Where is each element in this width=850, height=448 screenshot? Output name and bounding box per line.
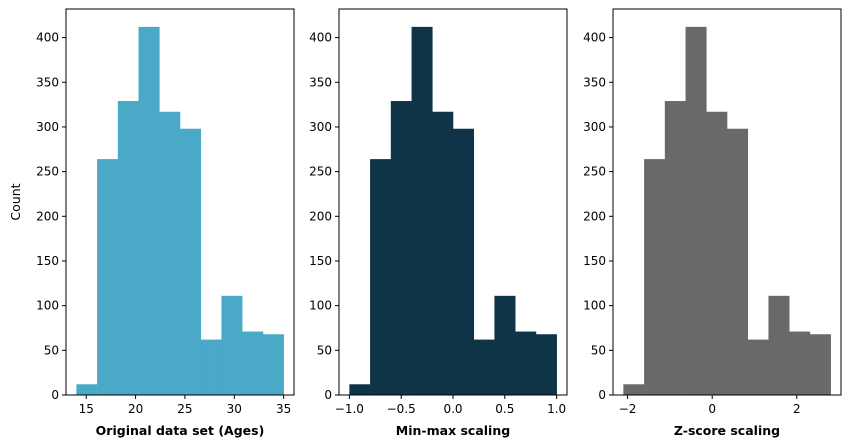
y-tick-label: 200 (583, 209, 606, 223)
histogram-bar (535, 334, 557, 395)
y-tick-label: 50 (44, 343, 59, 357)
histogram-bar (664, 101, 686, 395)
x-axis-title: Z-score scaling (674, 423, 780, 438)
histogram-bar (809, 334, 831, 395)
y-tick-label: 350 (36, 75, 59, 89)
x-tick-label: 35 (276, 402, 291, 416)
histogram-bar (262, 334, 284, 395)
y-tick-label: 150 (583, 254, 606, 268)
x-tick-label: 15 (79, 402, 94, 416)
x-tick-label: 20 (128, 402, 143, 416)
histogram-bar (349, 384, 371, 395)
x-tick-label: 0.5 (495, 402, 514, 416)
y-tick-label: 0 (324, 388, 332, 402)
x-tick-label: 2 (793, 402, 801, 416)
histogram-bar (623, 384, 645, 395)
x-tick-label: −0.5 (387, 402, 416, 416)
y-tick-label: 300 (583, 120, 606, 134)
histogram-panel-2: 0 50 100 150 200 250 300 350 400 −1.0 −0.5 0.0 0.5 1.… (309, 8, 568, 438)
histogram-bar (494, 295, 516, 395)
histogram-bar (747, 339, 769, 395)
histogram-bar (768, 295, 790, 395)
histogram-bar (727, 128, 749, 396)
y-tick-label: 350 (309, 75, 332, 89)
y-tick-label: 400 (583, 31, 606, 45)
y-tick-label: 250 (36, 165, 59, 179)
axes-frame (65, 8, 295, 396)
y-tick-label: 300 (309, 120, 332, 134)
histogram-bar (685, 26, 707, 396)
histogram-bar (221, 295, 243, 395)
x-tick-label: 0.0 (443, 402, 462, 416)
y-tick-label: 150 (309, 254, 332, 268)
histogram-bar (242, 331, 264, 395)
histogram-bar (200, 339, 222, 395)
y-tick-label: 0 (51, 388, 59, 402)
x-axis-title: Original data set (Ages) (96, 423, 265, 438)
x-axis-title: Min-max scaling (396, 423, 510, 438)
x-tick-label: 0 (708, 402, 716, 416)
y-tick-label: 150 (36, 254, 59, 268)
histogram-bar (180, 128, 202, 396)
y-tick-label: 100 (583, 299, 606, 313)
histogram-bar (97, 159, 119, 395)
histogram-bar (706, 111, 728, 395)
histogram-bar (411, 26, 433, 396)
histogram-bar (453, 128, 475, 396)
histogram-bar (432, 111, 454, 395)
y-tick-label: 100 (36, 299, 59, 313)
histogram-bar (138, 26, 160, 396)
histogram-bar (117, 101, 139, 395)
histogram-panel-1: 0 50 100 150 200 250 300 350 400 15 20 25 30 35 Origin… (8, 8, 295, 438)
y-tick-label: 300 (36, 120, 59, 134)
histogram-bar (473, 339, 495, 395)
histogram-bar (159, 111, 181, 395)
x-tick-label: 25 (177, 402, 192, 416)
x-tick-label: 1.0 (547, 402, 566, 416)
histogram-panel-3: 0 50 100 150 200 250 300 350 400 −2 0 2 Z-score scal… (583, 8, 842, 438)
y-tick-label: 50 (317, 343, 332, 357)
y-tick-label: 400 (309, 31, 332, 45)
axes-frame (612, 8, 842, 396)
y-tick-label: 50 (591, 343, 606, 357)
y-tick-label: 250 (309, 165, 332, 179)
y-axis-title: Count (8, 183, 23, 220)
x-tick-label: 30 (227, 402, 242, 416)
histogram-bar (644, 159, 666, 395)
y-tick-label: 200 (36, 209, 59, 223)
histogram-bar (370, 159, 392, 395)
y-tick-label: 400 (36, 31, 59, 45)
x-tick-label: −1.0 (335, 402, 364, 416)
y-tick-label: 0 (598, 388, 606, 402)
y-tick-label: 100 (309, 299, 332, 313)
histogram-bar (76, 384, 98, 395)
y-tick-label: 250 (583, 165, 606, 179)
x-tick-label: −2 (619, 402, 637, 416)
histogram-bar (789, 331, 811, 395)
y-tick-label: 350 (583, 75, 606, 89)
histogram-bar (515, 331, 537, 395)
histogram-bar (390, 101, 412, 395)
y-tick-label: 200 (309, 209, 332, 223)
